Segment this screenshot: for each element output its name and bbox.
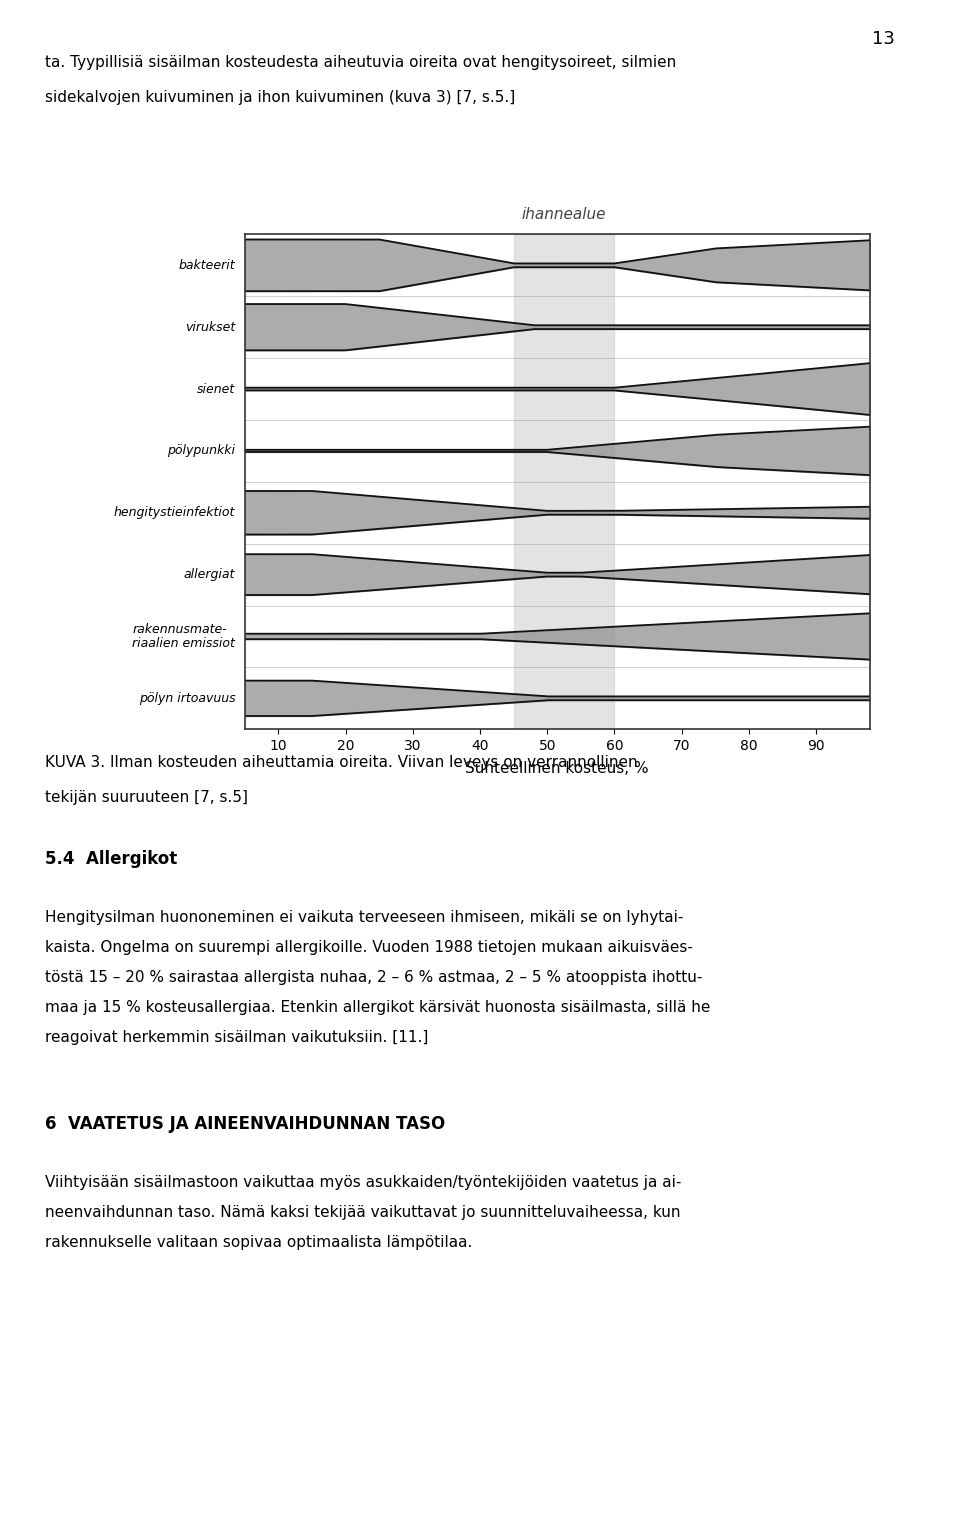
Text: Hengitysilman huononeminen ei vaikuta terveeseen ihmiseen, mikäli se on lyhytai-: Hengitysilman huononeminen ei vaikuta te…	[45, 910, 684, 925]
Text: reagoivat herkemmin sisäilman vaikutuksiin. [11.]: reagoivat herkemmin sisäilman vaikutuksi…	[45, 1030, 428, 1045]
Text: neenvaihdunnan taso. Nämä kaksi tekijää vaikuttavat jo suunnitteluvaiheessa, kun: neenvaihdunnan taso. Nämä kaksi tekijää …	[45, 1206, 681, 1219]
Text: 5.4  Allergikot: 5.4 Allergikot	[45, 850, 178, 869]
Text: sienet: sienet	[197, 383, 235, 395]
Text: pölypunkki: pölypunkki	[167, 444, 235, 458]
Text: tekijän suuruuteen [7, s.5]: tekijän suuruuteen [7, s.5]	[45, 791, 248, 804]
Text: KUVA 3. Ilman kosteuden aiheuttamia oireita. Viivan leveys on verrannollinen: KUVA 3. Ilman kosteuden aiheuttamia oire…	[45, 755, 637, 771]
Text: töstä 15 – 20 % sairastaa allergista nuhaa, 2 – 6 % astmaa, 2 – 5 % atooppista i: töstä 15 – 20 % sairastaa allergista nuh…	[45, 970, 703, 985]
Text: ta. Tyypillisiä sisäilman kosteudesta aiheutuvia oireita ovat hengitysoireet, si: ta. Tyypillisiä sisäilman kosteudesta ai…	[45, 55, 676, 70]
Text: rakennukselle valitaan sopivaa optimaalista lämpötilaa.: rakennukselle valitaan sopivaa optimaali…	[45, 1235, 472, 1250]
Text: allergiat: allergiat	[183, 568, 235, 581]
Text: sidekalvojen kuivuminen ja ihon kuivuminen (kuva 3) [7, s.5.]: sidekalvojen kuivuminen ja ihon kuivumin…	[45, 90, 516, 106]
Text: rakennusmate-
riaalien emissiot: rakennusmate- riaalien emissiot	[132, 622, 235, 650]
Text: Viihtyisään sisäilmastoon vaikuttaa myös asukkaiden/työntekijöiden vaatetus ja a: Viihtyisään sisäilmastoon vaikuttaa myös…	[45, 1175, 682, 1190]
Text: hengitystieinfektiot: hengitystieinfektiot	[114, 506, 235, 519]
Text: maa ja 15 % kosteusallergiaa. Etenkin allergikot kärsivät huonosta sisäilmasta, : maa ja 15 % kosteusallergiaa. Etenkin al…	[45, 1000, 710, 1016]
Text: virukset: virukset	[185, 320, 235, 334]
Bar	[514, 234, 614, 729]
Text: 13: 13	[872, 31, 895, 47]
Text: kaista. Ongelma on suurempi allergikoille. Vuoden 1988 tietojen mukaan aikuisväe: kaista. Ongelma on suurempi allergikoill…	[45, 941, 693, 954]
X-axis label: Suhteellinen kosteus, %: Suhteellinen kosteus, %	[466, 761, 649, 777]
Text: ihannealue: ihannealue	[521, 207, 607, 222]
Text: bakteerit: bakteerit	[179, 259, 235, 271]
Text: pölyn irtoavuus: pölyn irtoavuus	[138, 692, 235, 705]
Text: 6  VAATETUS JA AINEENVAIHDUNNAN TASO: 6 VAATETUS JA AINEENVAIHDUNNAN TASO	[45, 1115, 445, 1134]
